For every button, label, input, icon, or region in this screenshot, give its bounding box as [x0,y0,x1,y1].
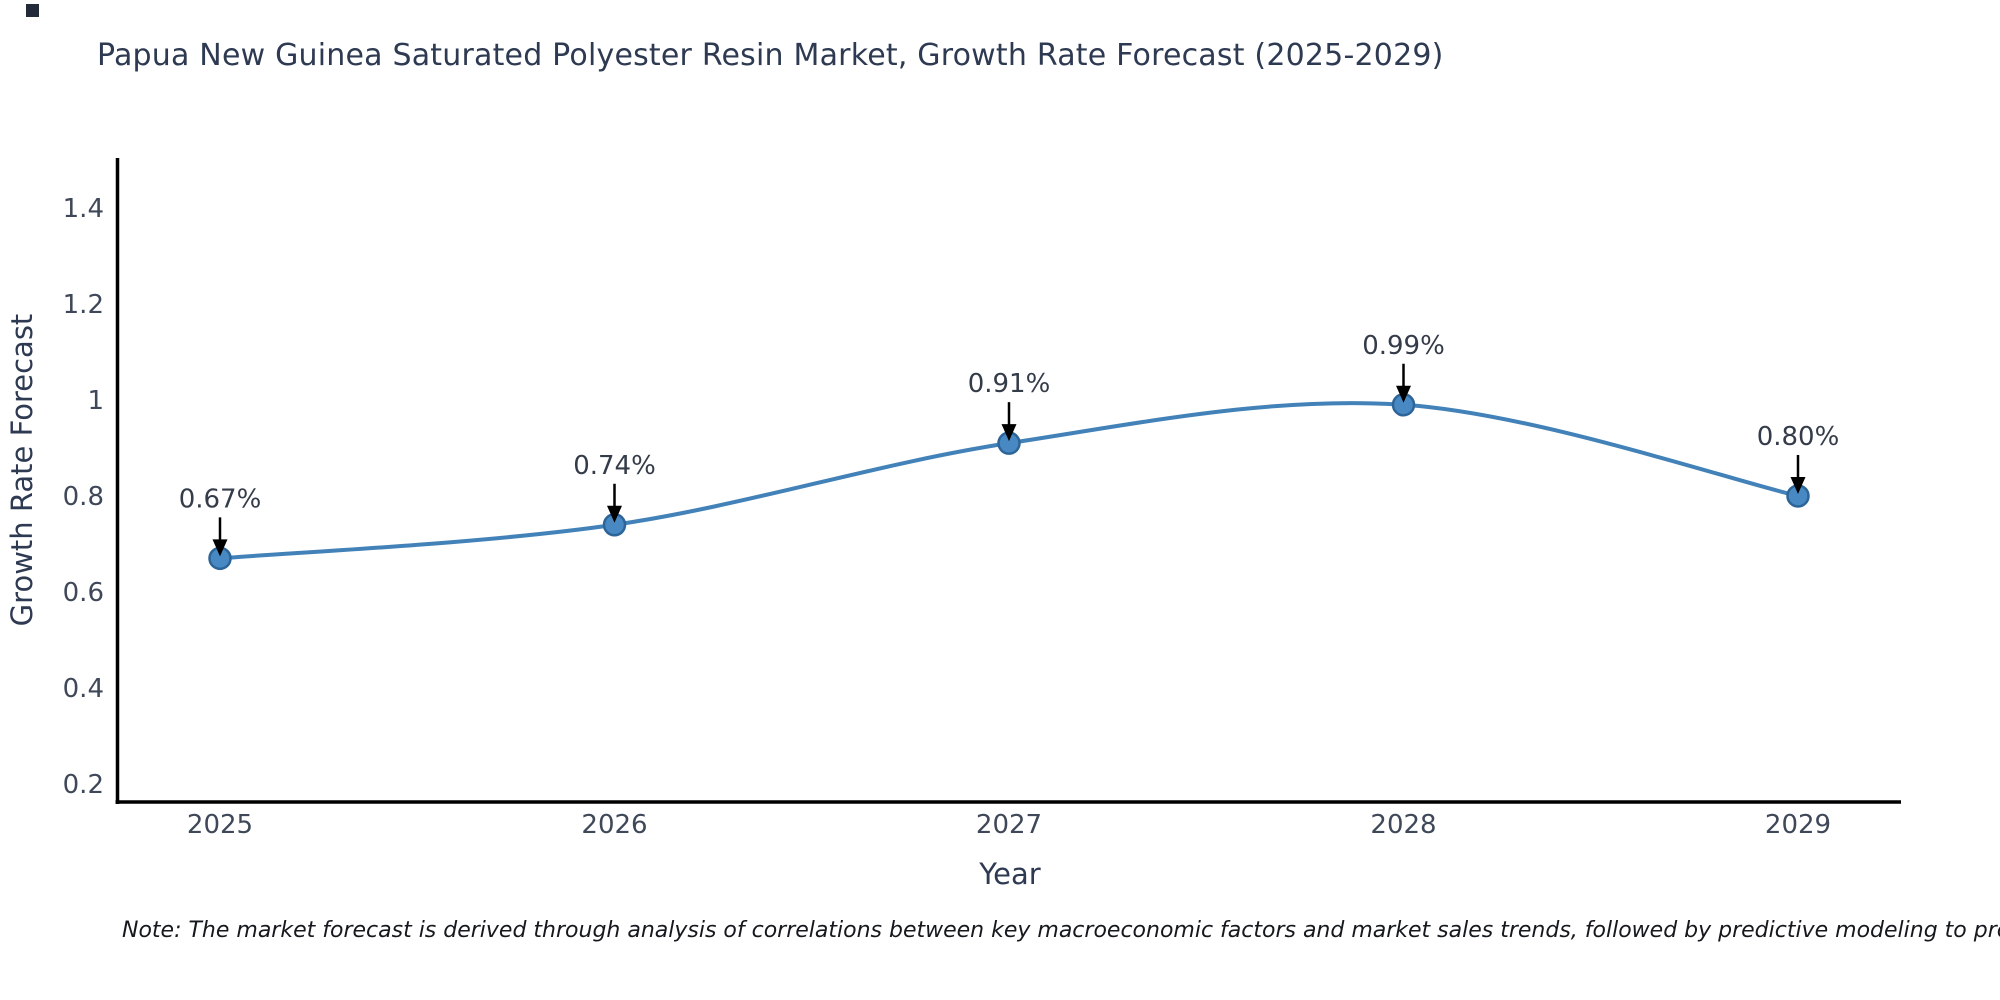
y-tick-label: 1 [87,386,104,416]
x-tick-label: 2026 [581,810,647,840]
annotation-label: 0.99% [1362,331,1445,361]
annotation-label: 0.91% [968,369,1051,399]
y-tick-label: 1.2 [63,290,104,320]
x-tick-label: 2029 [1765,810,1831,840]
y-tick-label: 0.2 [63,770,104,800]
x-tick-label: 2025 [187,810,253,840]
chart-title: Papua New Guinea Saturated Polyester Res… [97,38,1444,73]
y-tick-label: 1.4 [63,194,104,224]
annotation-arrowhead [212,539,228,557]
footnote: Note: The market forecast is derived thr… [122,918,2000,943]
annotation-label: 0.74% [573,451,656,481]
annotation-arrowhead [1790,476,1806,494]
y-tick-label: 0.4 [63,674,104,704]
x-tick-label: 2027 [976,810,1042,840]
x-axis-title: Year [978,857,1040,891]
y-tick-label: 0.6 [63,578,104,608]
annotation-arrowhead [1001,424,1017,442]
corner-artifact [26,4,39,17]
annotation-arrowhead [607,505,622,523]
y-tick-label: 0.8 [63,482,104,512]
x-tick-label: 2028 [1370,810,1436,840]
annotation-label: 0.80% [1757,422,1840,452]
annotation-label: 0.67% [179,484,262,514]
y-axis-title: Growth Rate Forecast [5,314,39,627]
annotation-arrowhead [1396,385,1411,403]
